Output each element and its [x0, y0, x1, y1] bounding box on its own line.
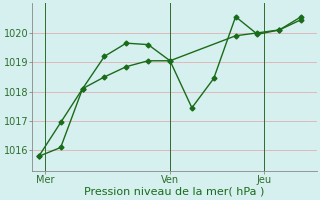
X-axis label: Pression niveau de la mer( hPa ): Pression niveau de la mer( hPa ): [84, 187, 265, 197]
